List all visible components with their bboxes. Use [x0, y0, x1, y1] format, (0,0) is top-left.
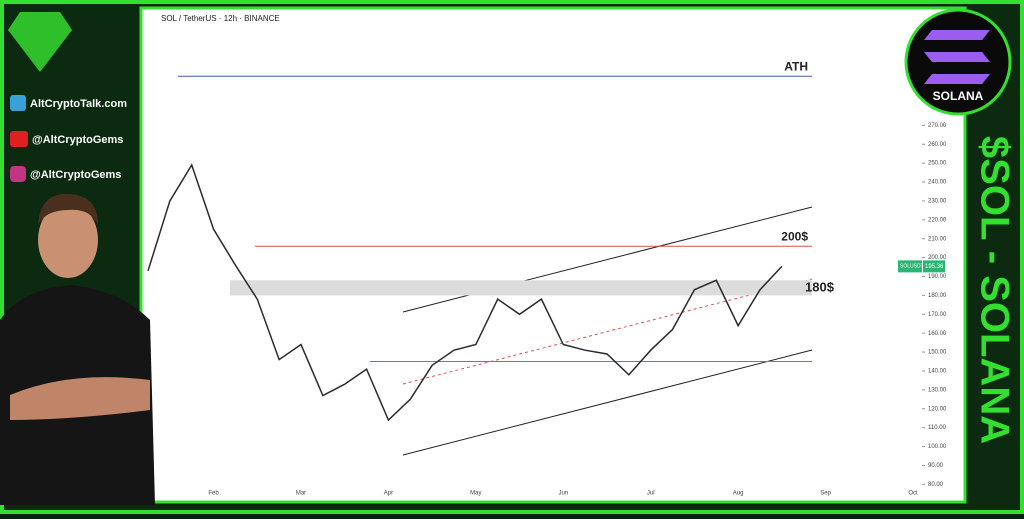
x-tick-label: Jun — [558, 491, 568, 497]
y-tick-label: 220.00 — [928, 217, 947, 223]
zone — [230, 280, 812, 296]
chart-title: SOL / TetherUS · 12h · BINANCE — [161, 14, 280, 23]
youtube-icon — [10, 131, 28, 147]
y-tick-label: 170.00 — [928, 312, 947, 318]
last-price-label: 195.36 — [925, 264, 944, 270]
y-tick-label: 130.00 — [928, 387, 947, 393]
x-tick-label: Aug — [733, 491, 744, 497]
hair — [38, 193, 98, 225]
solana-logo — [924, 30, 990, 84]
y-tick-label: 230.00 — [928, 199, 947, 205]
web-icon — [10, 95, 26, 111]
level-label: ATH — [784, 59, 808, 73]
price-line — [147, 163, 783, 422]
instagram-icon — [10, 166, 26, 182]
arms — [10, 377, 150, 420]
chart-panel — [139, 6, 967, 504]
x-tick-label: Oct — [908, 491, 918, 497]
solana-wordmark: SOLANA — [933, 89, 984, 103]
youtube-handle: @AltCryptoGems — [32, 134, 123, 146]
x-tick-label: Mar — [296, 491, 306, 497]
logo-gem — [8, 12, 72, 72]
y-tick-label: 80.00 — [928, 482, 944, 488]
y-tick-label: 110.00 — [928, 425, 947, 431]
y-tick-label: 140.00 — [928, 369, 947, 375]
channel-bottom — [402, 349, 813, 456]
price-tag — [923, 260, 945, 273]
headline: $SOL - SOLANA — [972, 136, 1016, 444]
level-label: 200$ — [781, 229, 808, 243]
series-name: SOLUSDT — [900, 264, 924, 270]
y-tick-label: 190.00 — [928, 274, 947, 280]
x-tick-label: Apr — [384, 491, 393, 497]
person — [0, 193, 155, 505]
x-tick-label: Feb — [208, 491, 219, 497]
y-tick-label: 240.00 — [928, 180, 947, 186]
y-tick-label: 120.00 — [928, 406, 947, 412]
x-tick-label: Sep — [820, 491, 831, 497]
zone-label: 180$ — [805, 279, 835, 294]
y-tick-label: 180.00 — [928, 293, 947, 299]
y-tick-label: 250.00 — [928, 161, 947, 167]
website: AltCryptoTalk.com — [30, 98, 127, 110]
y-tick-label: 160.00 — [928, 331, 947, 337]
last-price-box — [898, 260, 922, 273]
y-tick-label: 100.00 — [928, 444, 947, 450]
y-tick-label: 270.00 — [928, 123, 947, 129]
head — [38, 202, 98, 278]
channel-mid — [402, 278, 813, 385]
y-tick-label: 210.00 — [928, 236, 947, 242]
y-tick-label: 90.00 — [928, 463, 944, 469]
plot: 180$ ATH 200$ 80.00 90.00 100.00 110.00 120.00 1… — [147, 59, 947, 497]
x-tick-label: Jul — [647, 491, 655, 497]
y-tick-label: 260.00 — [928, 142, 947, 148]
y-tick-label: 200.00 — [928, 255, 947, 261]
y-tick-label: 150.00 — [928, 350, 947, 356]
x-tick-label: May — [470, 491, 481, 497]
instagram-handle: @AltCryptoGems — [30, 169, 121, 181]
